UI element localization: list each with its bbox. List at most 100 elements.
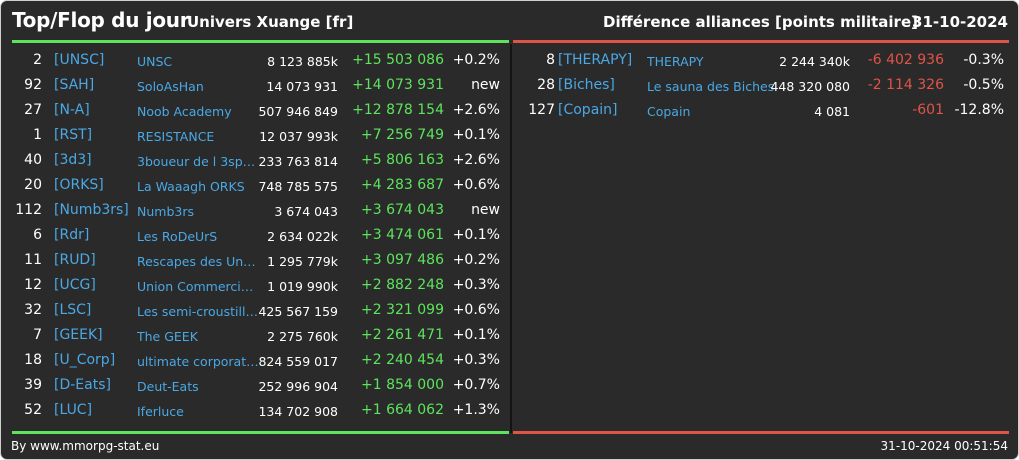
points-difference: +5 806 163 bbox=[361, 152, 444, 168]
table-row: 11 [RUD] Rescapes des Univ... 1 295 779k +3 … bbox=[1, 248, 510, 273]
alliance-rank: 27 bbox=[24, 102, 42, 118]
generated-timestamp: 31-10-2024 00:51:54 bbox=[880, 439, 1008, 453]
percent-change: +0.2% bbox=[452, 252, 500, 268]
points-difference: +12 878 154 bbox=[352, 102, 444, 118]
table-row: 2 [UNSC] UNSC 8 123 885k +15 503 086 +0.2% bbox=[1, 48, 510, 73]
percent-change: -0.3% bbox=[963, 52, 1004, 68]
alliance-points: 448 320 080 bbox=[770, 79, 850, 94]
alliance-points: 2 634 022k bbox=[267, 229, 338, 244]
alliance-tag-link[interactable]: [UNSC] bbox=[54, 52, 105, 68]
alliance-tag-link[interactable]: [LSC] bbox=[54, 302, 92, 318]
percent-change: new bbox=[471, 77, 500, 93]
alliance-tag-link[interactable]: [UCG] bbox=[54, 277, 96, 293]
alliance-name-link[interactable]: Iferluce bbox=[137, 404, 184, 419]
alliance-points: 8 123 885k bbox=[267, 54, 338, 69]
alliance-tag-link[interactable]: [ORKS] bbox=[54, 177, 104, 193]
percent-change: -12.8% bbox=[954, 102, 1004, 118]
points-difference: +15 503 086 bbox=[352, 52, 444, 68]
alliance-tag-link[interactable]: [N-A] bbox=[54, 102, 90, 118]
alliance-tag-link[interactable]: [Biches] bbox=[558, 77, 615, 93]
alliance-tag-link[interactable]: [Rdr] bbox=[54, 227, 90, 243]
points-difference: -601 bbox=[912, 102, 944, 118]
alliance-tag-link[interactable]: [RUD] bbox=[54, 252, 96, 268]
percent-change: +0.1% bbox=[452, 227, 500, 243]
table-row: 7 [GEEK] The GEEK 2 275 760k +2 261 471 +0.1% bbox=[1, 323, 510, 348]
alliance-tag-link[interactable]: [Numb3rs] bbox=[54, 202, 129, 218]
alliance-points: 252 996 904 bbox=[258, 379, 338, 394]
alliance-name-link[interactable]: Le sauna des Biches bbox=[647, 79, 775, 94]
alliance-name-link[interactable]: Copain bbox=[647, 104, 691, 119]
points-difference: +2 261 471 bbox=[361, 327, 444, 343]
percent-change: +0.7% bbox=[452, 377, 500, 393]
alliance-rank: 6 bbox=[33, 227, 42, 243]
alliance-tag-link[interactable]: [Copain] bbox=[558, 102, 618, 118]
alliance-points: 4 081 bbox=[814, 104, 850, 119]
alliance-tag-link[interactable]: [GEEK] bbox=[54, 327, 103, 343]
alliance-rank: 1 bbox=[33, 127, 42, 143]
ranking-date: 31-10-2024 bbox=[912, 13, 1008, 31]
alliance-name-link[interactable]: Union Commerciale... bbox=[137, 279, 259, 294]
top-alliances-list: 2 [UNSC] UNSC 8 123 885k +15 503 086 +0.2% 92 [… bbox=[1, 48, 510, 423]
alliance-tag-link[interactable]: [SAH] bbox=[54, 77, 95, 93]
alliance-points: 12 037 993k bbox=[259, 129, 338, 144]
alliance-rank: 52 bbox=[24, 402, 42, 418]
top-footer-rule bbox=[12, 431, 509, 434]
table-row: 112 [Numb3rs] Numb3rs 3 674 043 +3 674 043 ne… bbox=[1, 198, 510, 223]
ranking-subtitle: Différence alliances [points militaire] bbox=[603, 13, 918, 31]
points-difference: -6 402 936 bbox=[867, 52, 944, 68]
percent-change: +0.1% bbox=[452, 327, 500, 343]
alliance-tag-link[interactable]: [RST] bbox=[54, 127, 93, 143]
alliance-name-link[interactable]: SoloAsHan bbox=[137, 79, 204, 94]
alliance-name-link[interactable]: UNSC bbox=[137, 54, 173, 69]
flop-alliances-list: 8 [THERAPY] THERAPY 2 244 340k -6 402 936 -0.… bbox=[512, 48, 1018, 123]
table-row: 32 [LSC] Les semi-croustilla... 425 567 159… bbox=[1, 298, 510, 323]
alliance-tag-link[interactable]: [THERAPY] bbox=[558, 52, 633, 68]
alliance-tag-link[interactable]: [U_Corp] bbox=[54, 352, 116, 368]
points-difference: +2 321 099 bbox=[361, 302, 444, 318]
alliance-name-link[interactable]: ultimate corporation bbox=[137, 354, 259, 369]
percent-change: +0.6% bbox=[452, 302, 500, 318]
source-credit[interactable]: By www.mmorpg-stat.eu bbox=[11, 439, 160, 453]
flop-footer-rule bbox=[513, 431, 1009, 434]
table-row: 127 [Copain] Copain 4 081 -601 -12.8% bbox=[512, 98, 1018, 123]
alliance-name-link[interactable]: Deut-Eats bbox=[137, 379, 199, 394]
table-row: 39 [D-Eats] Deut-Eats 252 996 904 +1 854 000… bbox=[1, 373, 510, 398]
alliance-name-link[interactable]: RESISTANCE bbox=[137, 129, 215, 144]
alliance-points: 3 674 043 bbox=[274, 204, 338, 219]
alliance-rank: 8 bbox=[546, 52, 555, 68]
alliance-points: 2 244 340k bbox=[779, 54, 850, 69]
points-difference: +7 256 749 bbox=[361, 127, 444, 143]
alliance-name-link[interactable]: La Waaagh ORKS bbox=[137, 179, 245, 194]
alliance-name-link[interactable]: Les semi-croustilla... bbox=[137, 304, 259, 319]
table-row: 20 [ORKS] La Waaagh ORKS 748 785 575 +4 283 … bbox=[1, 173, 510, 198]
alliance-name-link[interactable]: THERAPY bbox=[647, 54, 704, 69]
percent-change: +0.1% bbox=[452, 127, 500, 143]
universe-label: Univers Xuange [fr] bbox=[187, 13, 354, 31]
page-title: Top/Flop du jour bbox=[12, 8, 190, 32]
alliance-rank: 112 bbox=[15, 202, 42, 218]
column-divider bbox=[510, 44, 512, 433]
percent-change: +0.6% bbox=[452, 177, 500, 193]
alliance-name-link[interactable]: 3boueur de l 3space bbox=[137, 154, 259, 169]
points-difference: +1 664 062 bbox=[361, 402, 444, 418]
percent-change: +1.3% bbox=[452, 402, 500, 418]
alliance-tag-link[interactable]: [D-Eats] bbox=[54, 377, 111, 393]
alliance-points: 2 275 760k bbox=[267, 329, 338, 344]
points-difference: +3 097 486 bbox=[361, 252, 444, 268]
points-difference: +3 474 061 bbox=[361, 227, 444, 243]
percent-change: -0.5% bbox=[963, 77, 1004, 93]
alliance-rank: 20 bbox=[24, 177, 42, 193]
alliance-name-link[interactable]: Noob Academy bbox=[137, 104, 232, 119]
alliance-name-link[interactable]: Rescapes des Univ... bbox=[137, 254, 259, 269]
alliance-tag-link[interactable]: [3d3] bbox=[54, 152, 92, 168]
points-difference: +14 073 931 bbox=[352, 77, 444, 93]
alliance-name-link[interactable]: Numb3rs bbox=[137, 204, 194, 219]
flop-header-rule bbox=[513, 40, 1009, 43]
points-difference: +2 240 454 bbox=[361, 352, 444, 368]
table-row: 27 [N-A] Noob Academy 507 946 849 +12 878 15… bbox=[1, 98, 510, 123]
alliance-name-link[interactable]: The GEEK bbox=[137, 329, 198, 344]
alliance-points: 1 295 779k bbox=[267, 254, 338, 269]
alliance-name-link[interactable]: Les RoDeUrS bbox=[137, 229, 218, 244]
table-row: 12 [UCG] Union Commerciale... 1 019 990k +2 … bbox=[1, 273, 510, 298]
alliance-tag-link[interactable]: [LUC] bbox=[54, 402, 93, 418]
